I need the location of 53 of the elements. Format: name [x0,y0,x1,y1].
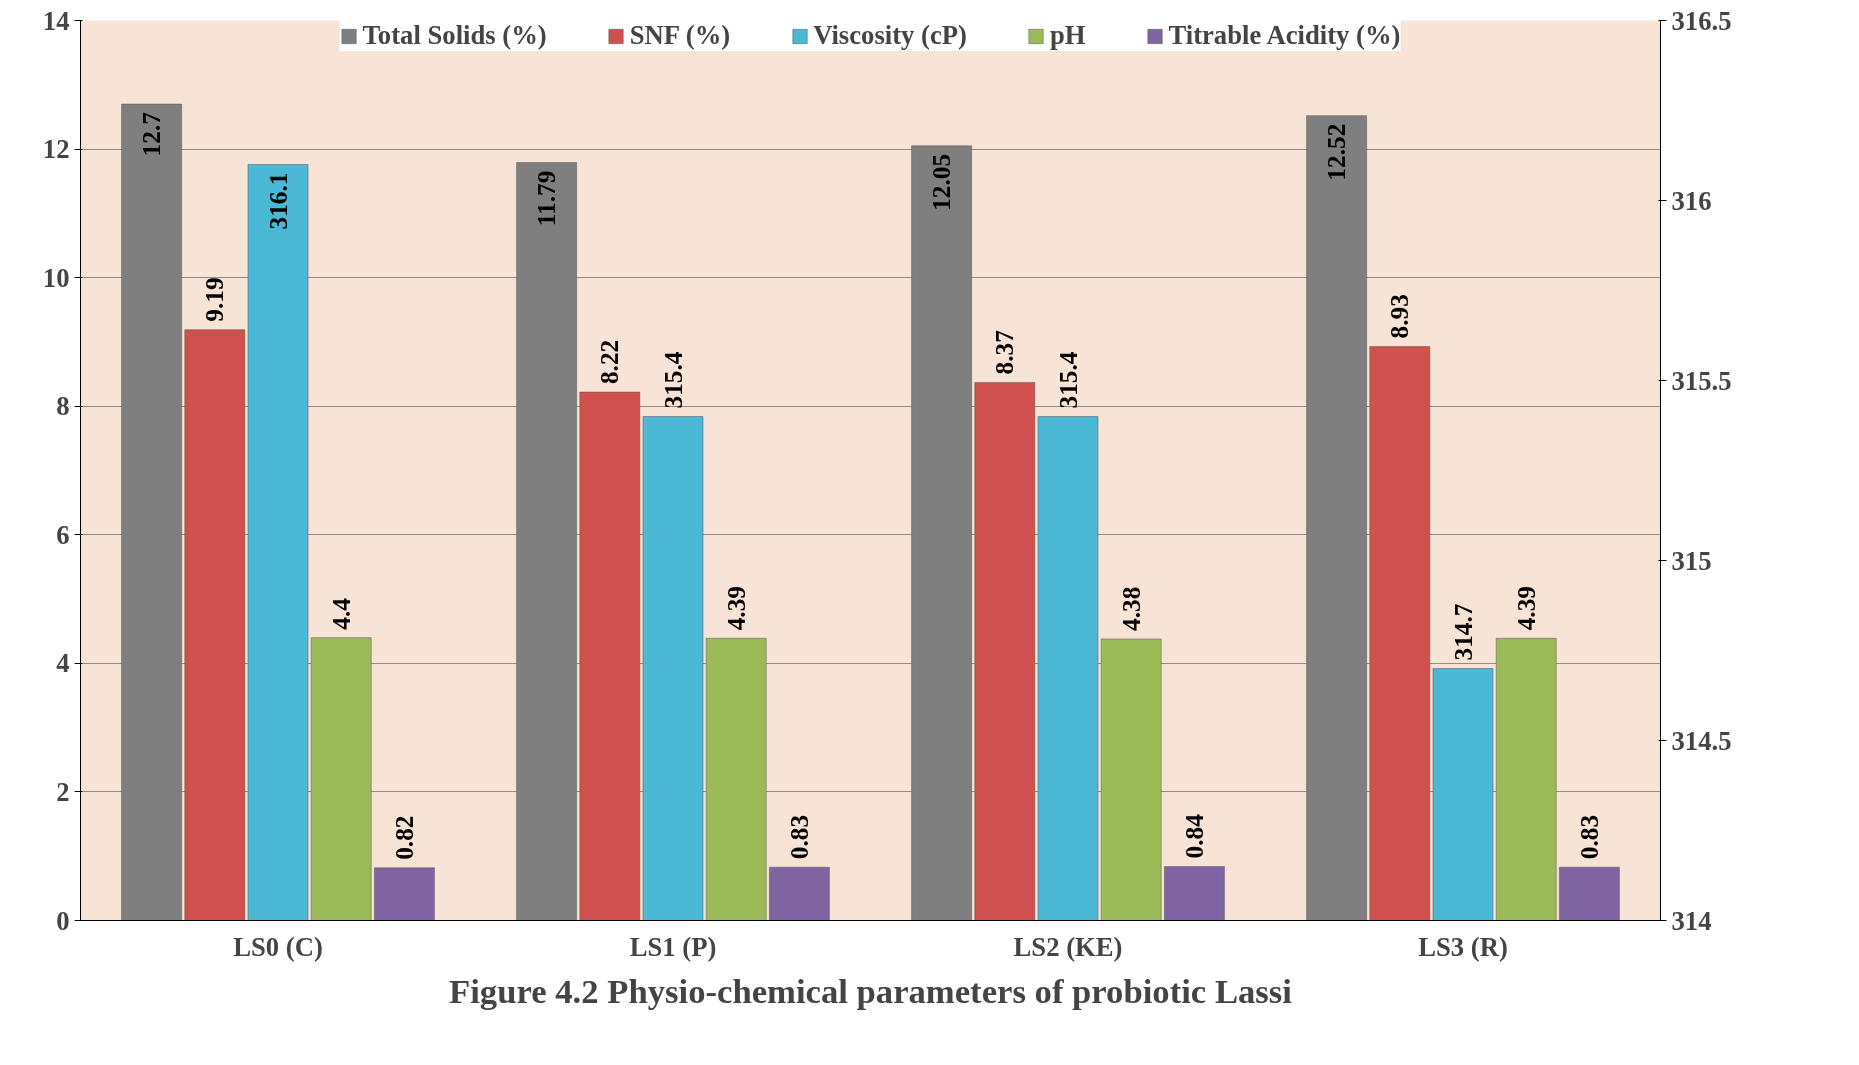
bar [1164,866,1225,921]
legend-label: pH [1049,20,1086,51]
y2-tick-label: 314.5 [1671,725,1732,756]
data-label: 12.05 [927,153,956,211]
bar [1306,115,1367,921]
x-tick-label: LS3 (R) [1418,931,1508,962]
x-tick-label: LS0 (C) [233,931,323,962]
data-label: 4.4 [326,597,355,630]
y2-tick-label: 315.5 [1671,365,1732,396]
bar [1369,346,1431,921]
y2-tick-label: 314 [1671,905,1712,936]
data-label: 4.39 [1511,585,1540,631]
data-label: 4.38 [1116,586,1145,631]
data-label: 9.19 [200,277,229,322]
y-tick-label: 12 [42,134,70,165]
data-label: 316.1 [263,172,292,230]
x-tick-label: LS1 (P) [629,931,717,962]
legend-label: Total Solids (%) [362,20,547,51]
data-label: 4.39 [721,585,750,631]
bar [121,103,182,921]
y-tick-label: 4 [56,648,70,679]
y-tick-label: 10 [42,262,70,293]
y-tick-label: 2 [56,776,70,807]
data-label: 0.83 [784,814,813,860]
bar [374,867,435,921]
data-label: 0.83 [1574,814,1603,860]
y2-tick-label: 315 [1671,545,1712,576]
legend-label: Viscosity (cP) [813,20,967,51]
text: Figure 4.2 Physio-chemical parameters of probiotic Lassi [449,971,1293,1010]
bar [516,162,577,921]
data-label: 12.52 [1322,123,1351,181]
legend-label: Titrable Acidity (%) [1168,20,1401,51]
bar [1559,866,1620,921]
bar [769,866,830,921]
y-tick-label: 0 [56,905,70,936]
data-label: 0.82 [389,815,418,860]
data-label: 12.7 [137,111,166,157]
y2-tick-label: 316.5 [1671,5,1732,36]
data-label: 8.93 [1385,294,1414,339]
data-label: 8.37 [990,329,1019,375]
y-tick-label: 14 [42,5,70,36]
data-label: 314.7 [1448,603,1477,661]
bar [911,145,972,921]
data-label: 0.84 [1179,813,1208,859]
data-label: 8.22 [595,339,624,385]
x-tick-label: LS2 (KE) [1013,931,1123,962]
data-label: 315.4 [658,351,687,409]
y-tick-label: 8 [56,391,70,422]
legend-label: SNF (%) [629,20,731,51]
data-label: 315.4 [1053,351,1082,409]
y-tick-label: 6 [56,519,70,550]
data-label: 11.79 [532,170,561,227]
y2-tick-label: 316 [1671,185,1712,216]
